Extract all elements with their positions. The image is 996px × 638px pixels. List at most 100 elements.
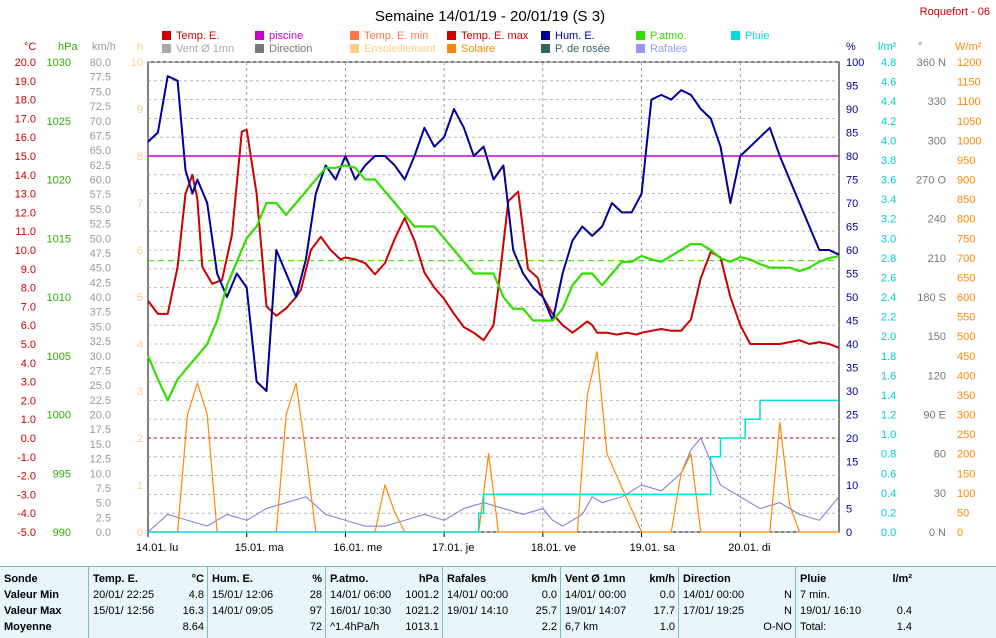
humidity-axis-tick: 15 [846,457,858,469]
pressure-axis-tick: 1005 [47,351,71,363]
solar-axis-tick: 200 [957,449,975,461]
wind-axis-tick: 32.5 [90,336,111,348]
x-tick-label: 18.01. ve [531,542,576,554]
temp-axis-tick: 7.0 [21,301,36,313]
rain-axis-tick: 1.0 [881,429,896,441]
cell-value: 0.4 [897,603,912,619]
legend-swatch [636,31,645,40]
wind-axis-tick: 15.0 [90,439,111,451]
humidity-axis-tick: 75 [846,175,858,187]
column-unit: km/h [531,571,557,587]
humidity-axis-tick: 90 [846,104,858,116]
rain-axis-tick: 2.4 [881,292,896,304]
cell-value: 0.0 [660,587,675,603]
rain-axis-tick: 3.6 [881,175,896,187]
direction-axis-tick: 240 [928,214,946,226]
solar-axis-tick: 650 [957,272,975,284]
x-tick-label: 14.01. lu [136,542,178,554]
solar-axis-tick: 1150 [957,77,981,89]
pressure-axis-tick: 1025 [47,116,71,128]
wind-axis-tick: 72.5 [90,101,111,113]
solar-axis-tick: 0 [957,527,963,539]
sun-axis-tick: 2 [137,433,143,445]
cell-value: 97 [310,603,322,619]
legend-label: P.atmo. [650,30,687,42]
cell-value: 8.64 [183,619,204,635]
solar-axis-tick: 50 [957,507,969,519]
wind-axis-tick: 7.5 [96,483,111,495]
legend-swatch [162,31,171,40]
column-title: Hum. E. [212,571,253,587]
legend-swatch [731,31,740,40]
pressure-axis-tick: 1030 [47,57,71,69]
stats-table: Sonde Valeur Min Valeur Max Moyenne Temp… [0,566,996,638]
wind-axis-tick: 45.0 [90,263,111,275]
cell-label: ^1.4hPa/h [330,619,379,635]
legend-label: Direction [269,43,312,55]
solar-axis-tick: 1100 [957,96,981,108]
legend-label: Solaire [461,43,495,55]
rain-axis-tick: 3.2 [881,214,896,226]
column-title: Rafales [447,571,486,587]
cell-value: 1021.2 [405,603,439,619]
humidity-axis-tick: 55 [846,269,858,281]
solar-axis-tick: 700 [957,253,975,265]
station-name: Roquefort - 06 [920,6,990,18]
humidity-axis-tick: 35 [846,363,858,375]
legend-swatch [255,31,264,40]
column-title: P.atmo. [330,571,368,587]
cell-label: 19/01/ 14:07 [565,603,626,619]
rain-axis-tick: 1.4 [881,390,896,402]
direction-axis-tick: 360 N [917,57,946,69]
wind-axis-tick: 67.5 [90,130,111,142]
humidity-axis-tick: 85 [846,128,858,140]
sun-axis-tick: 4 [137,339,143,351]
axis-unit-temp: °C [24,41,36,53]
wind-axis-tick: 70.0 [90,116,111,128]
cell-label: 19/01/ 14:10 [447,603,508,619]
rain-axis-tick: 4.2 [881,116,896,128]
wind-axis-tick: 62.5 [90,160,111,172]
direction-axis-tick: 330 [928,96,946,108]
legend-label: Pluie [745,30,769,42]
rain-axis-tick: 4.4 [881,96,896,108]
rain-axis-tick: 2.8 [881,253,896,265]
wind-axis-tick: 0.0 [96,527,111,539]
legend-label: P. de rosée [555,43,610,55]
wind-axis-tick: 50.0 [90,233,111,245]
direction-axis-tick: 30 [934,488,946,500]
cell-value: 16.3 [183,603,204,619]
solar-axis-tick: 150 [957,468,975,480]
column-unit: °C [192,571,204,587]
temp-axis-tick: 12.0 [15,207,36,219]
cell-value: 2.2 [542,619,557,635]
wind-axis-tick: 35.0 [90,321,111,333]
temp-axis-tick: -2.0 [17,471,36,483]
legend-swatch [541,44,550,53]
rain-axis-tick: 4.6 [881,77,896,89]
cell-label: 6,7 km [565,619,598,635]
temp-axis-tick: 4.0 [21,358,36,370]
humidity-axis-tick: 80 [846,151,858,163]
temp-axis-tick: -1.0 [17,452,36,464]
legend-label: Temp. E. min [364,30,428,42]
temp-axis-tick: 9.0 [21,264,36,276]
legend-swatch [447,31,456,40]
rain-axis-tick: 2.0 [881,331,896,343]
rain-axis-tick: 0.6 [881,468,896,480]
legend-swatch [350,31,359,40]
axis-unit-pressure: hPa [58,41,78,53]
chart-title: Semaine 14/01/19 - 20/01/19 (S 3) [375,8,605,25]
humidity-axis-tick: 5 [846,504,852,516]
solar-axis-tick: 1050 [957,116,981,128]
legend-swatch [255,44,264,53]
wind-axis-tick: 37.5 [90,307,111,319]
column-unit: % [312,571,322,587]
wind-axis-tick: 47.5 [90,248,111,260]
temp-axis-tick: -5.0 [17,527,36,539]
